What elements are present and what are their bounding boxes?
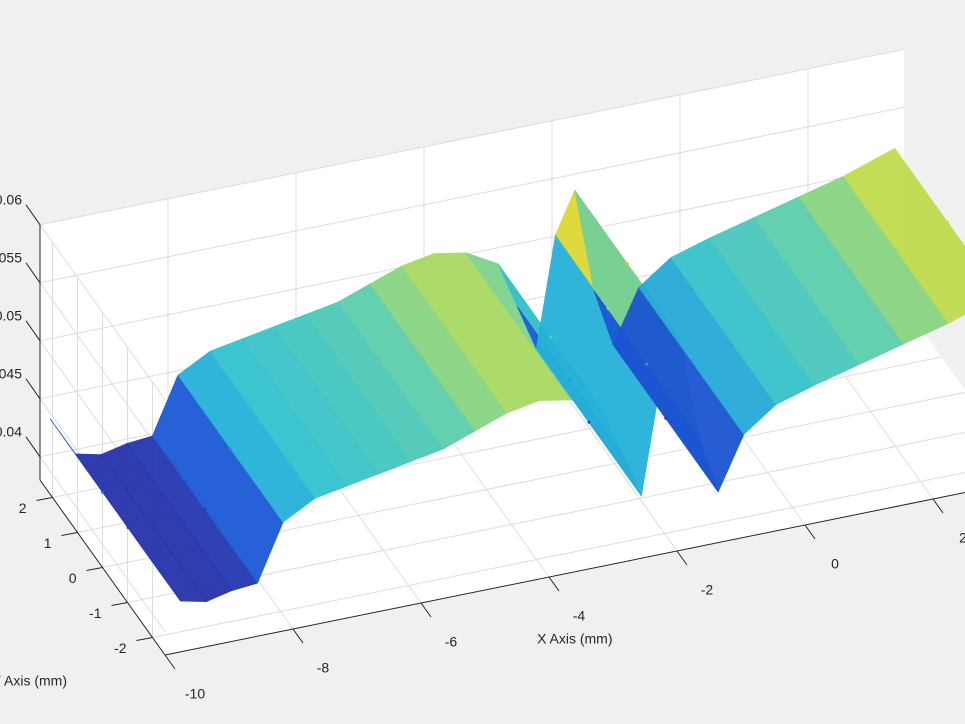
surface-strip bbox=[843, 147, 965, 324]
surface-point bbox=[261, 423, 264, 427]
x-axis-label: X Axis (mm) bbox=[537, 630, 612, 646]
x-tick bbox=[548, 576, 560, 592]
surface-point bbox=[177, 515, 181, 519]
x-axis-line bbox=[164, 491, 965, 656]
z-tick-label: 0.04 bbox=[0, 424, 22, 440]
surface-point bbox=[389, 374, 392, 378]
surface-point bbox=[293, 411, 296, 414]
x-tick-label: -8 bbox=[317, 660, 330, 676]
surface-point bbox=[760, 310, 764, 314]
z-tick bbox=[25, 262, 41, 284]
y-tick bbox=[111, 602, 128, 606]
z-tick bbox=[25, 436, 41, 458]
surface-point bbox=[945, 220, 949, 224]
surface-point bbox=[325, 398, 328, 402]
x-tick-label: 0 bbox=[831, 556, 839, 572]
surface-point bbox=[101, 490, 104, 494]
surface-point bbox=[664, 416, 668, 420]
surface-point bbox=[587, 420, 591, 424]
z-tick-label: 0.05 bbox=[0, 308, 22, 324]
z-tick-label: 0.055 bbox=[0, 250, 22, 266]
x-tick bbox=[804, 524, 816, 540]
surface-point bbox=[606, 306, 610, 310]
surface-point bbox=[357, 386, 360, 390]
surface-point bbox=[689, 359, 693, 363]
surface-point bbox=[645, 362, 648, 366]
x-tick-label: -10 bbox=[185, 686, 205, 702]
surface-point bbox=[421, 356, 424, 359]
y-tick-label: -1 bbox=[89, 605, 102, 621]
y-tick bbox=[136, 637, 153, 641]
y-tick bbox=[86, 567, 103, 571]
surface-point bbox=[203, 508, 207, 512]
surface-point bbox=[453, 337, 456, 341]
x-tick bbox=[420, 602, 432, 618]
surface-point bbox=[126, 526, 130, 529]
surface-point bbox=[805, 289, 808, 293]
grid-line bbox=[39, 106, 905, 284]
z-tick bbox=[25, 378, 41, 400]
y-tick bbox=[36, 497, 53, 501]
x-tick-label: -2 bbox=[701, 582, 714, 598]
surface-point bbox=[152, 526, 156, 530]
surface-point bbox=[721, 329, 725, 333]
x-tick bbox=[932, 498, 944, 514]
surface-point bbox=[894, 248, 898, 252]
surface-point bbox=[485, 325, 488, 329]
surface-point bbox=[625, 262, 629, 266]
y-tick bbox=[61, 532, 78, 536]
x-tick-label: 2 bbox=[959, 530, 965, 546]
surface-point bbox=[568, 378, 572, 382]
surface-point bbox=[549, 335, 552, 339]
y-tick-label: 2 bbox=[19, 500, 27, 516]
x-tick-label: -6 bbox=[445, 634, 458, 650]
x-tick bbox=[292, 628, 304, 644]
grid-line bbox=[39, 282, 166, 459]
grid-line bbox=[152, 471, 965, 638]
z-tick bbox=[25, 204, 41, 226]
z-tick-label: 0.06 bbox=[0, 192, 22, 208]
y-tick-label: -2 bbox=[114, 640, 127, 656]
surface-point bbox=[849, 268, 853, 272]
y-tick-label: 0 bbox=[69, 570, 77, 586]
y-axis-label: Y Axis (mm) bbox=[0, 673, 67, 689]
grid-line bbox=[127, 431, 965, 603]
surface-point bbox=[517, 324, 520, 328]
grid-line bbox=[39, 456, 166, 633]
x-tick bbox=[676, 550, 688, 566]
z-tick bbox=[25, 320, 41, 342]
grid-line bbox=[39, 164, 905, 342]
grid-line bbox=[39, 224, 166, 401]
grid-line bbox=[39, 48, 905, 226]
y-tick-label: 1 bbox=[44, 535, 52, 551]
x-tick-label: -4 bbox=[573, 608, 586, 624]
x-tick bbox=[164, 654, 176, 670]
surface-point bbox=[229, 447, 232, 451]
z-tick-label: 0.045 bbox=[0, 366, 22, 382]
